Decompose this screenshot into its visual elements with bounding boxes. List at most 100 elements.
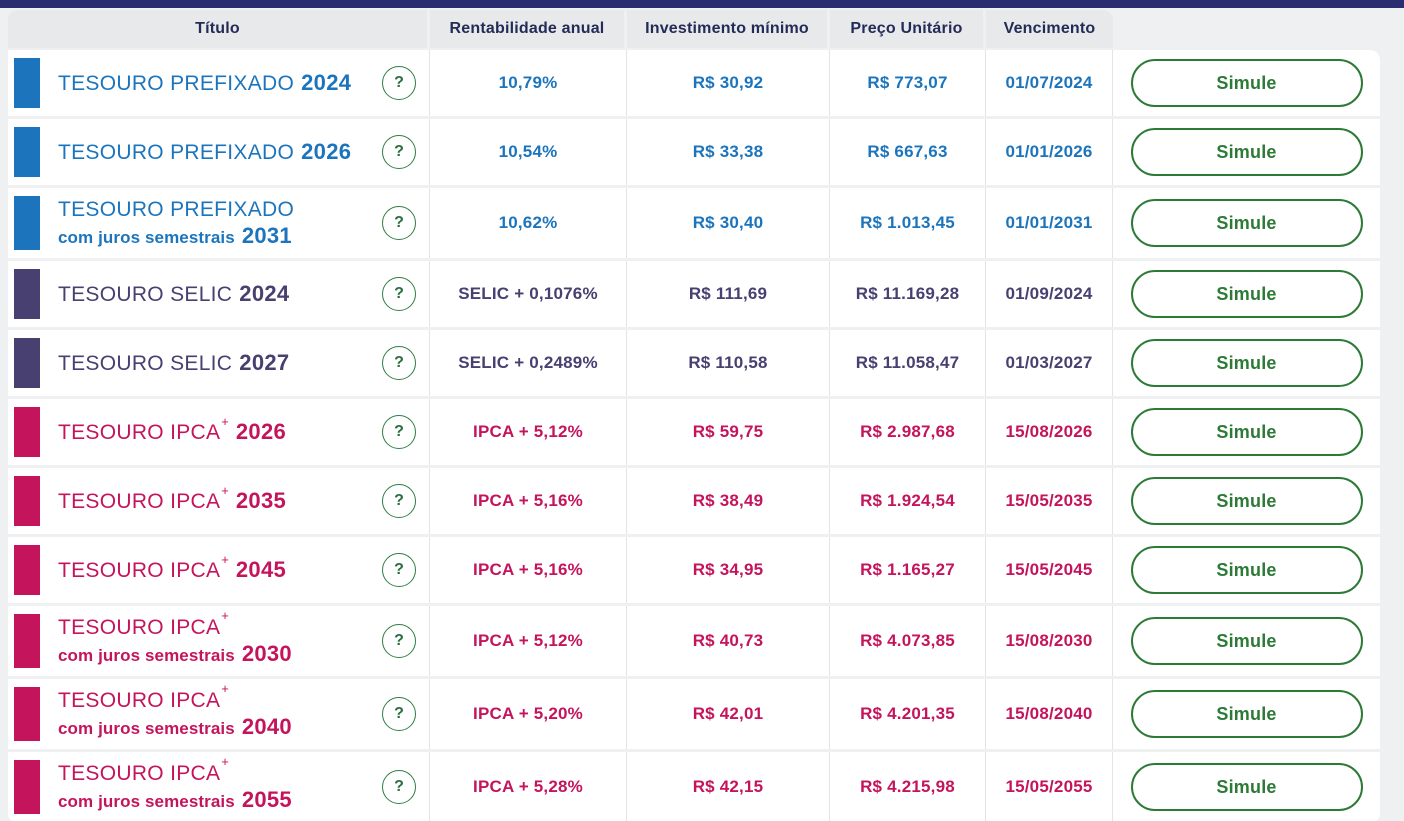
min-investment-cell: R$ 110,58 (627, 330, 830, 396)
rate-cell: 10,54% (430, 119, 627, 185)
simulate-button[interactable]: Simule (1130, 763, 1363, 811)
min-investment-cell: R$ 42,15 (627, 752, 830, 821)
table-row: TESOURO PREFIXADO com juros semestrais 20… (8, 188, 1380, 258)
simulate-button[interactable]: Simule (1130, 546, 1363, 594)
bond-year2: 2040 (241, 713, 292, 739)
unit-price-cell: R$ 11.058,47 (830, 330, 986, 396)
rate-cell: IPCA + 5,16% (430, 468, 627, 534)
title-cell: TESOURO IPCA+ com juros semestrais 2030 ? (8, 606, 430, 676)
bond-title: TESOURO PREFIXADO 2024 (58, 70, 351, 96)
bond-accent-bar (14, 614, 40, 668)
table-header: Título Rentabilidade anual Investimento … (8, 10, 1380, 48)
bond-year2: 2031 (241, 222, 292, 248)
bond-title-line2: com juros semestrais 2055 (58, 787, 292, 812)
simulate-button[interactable]: Simule (1130, 199, 1363, 247)
bond-title-line1: TESOURO PREFIXADO 2024 (58, 70, 351, 96)
help-icon[interactable]: ? (382, 277, 416, 311)
bond-name: TESOURO PREFIXADO (58, 71, 295, 95)
help-icon[interactable]: ? (382, 135, 416, 169)
question-mark-glyph: ? (394, 492, 404, 509)
maturity-cell: 15/05/2035 (986, 468, 1113, 534)
bond-accent-bar (14, 687, 40, 741)
bond-sup: + (221, 551, 229, 567)
bond-title: TESOURO SELIC 2024 (58, 281, 289, 307)
simulate-button[interactable]: Simule (1130, 270, 1363, 318)
maturity-cell: 15/08/2030 (986, 606, 1113, 676)
help-icon[interactable]: ? (382, 206, 416, 240)
simulate-button[interactable]: Simule (1130, 690, 1363, 738)
min-investment-cell: R$ 34,95 (627, 537, 830, 603)
bond-year: 2024 (239, 280, 290, 306)
action-cell: Simule (1113, 119, 1380, 185)
help-icon[interactable]: ? (382, 553, 416, 587)
bond-accent-bar (14, 545, 40, 595)
help-icon[interactable]: ? (382, 624, 416, 658)
bond-title: TESOURO PREFIXADO 2026 (58, 139, 351, 165)
question-mark-glyph: ? (394, 423, 404, 440)
unit-price-cell: R$ 4.201,35 (830, 679, 986, 749)
min-investment-cell: R$ 40,73 (627, 606, 830, 676)
bond-title: TESOURO PREFIXADO com juros semestrais 20… (58, 198, 294, 249)
table-row: TESOURO IPCA+ 2026 ? IPCA + 5,12% R$ 59,7… (8, 399, 1380, 465)
title-cell: TESOURO SELIC 2027 ? (8, 330, 430, 396)
bond-accent-bar (14, 760, 40, 814)
table-row: TESOURO PREFIXADO 2024 ? 10,79% R$ 30,92 … (8, 50, 1380, 116)
bond-title-line1: TESOURO SELIC 2027 (58, 350, 289, 376)
question-mark-glyph: ? (394, 632, 404, 649)
bond-title-line2: com juros semestrais 2031 (58, 223, 294, 248)
action-cell: Simule (1113, 606, 1380, 676)
bond-sup: + (221, 413, 229, 429)
action-cell: Simule (1113, 50, 1380, 116)
bond-year: 2026 (235, 418, 287, 444)
bond-name: TESOURO SELIC (58, 351, 233, 375)
maturity-cell: 01/03/2027 (986, 330, 1113, 396)
bond-title-line1: TESOURO IPCA+ 2035 (58, 483, 286, 514)
table-row: TESOURO SELIC 2027 ? SELIC + 0,2489% R$ 1… (8, 330, 1380, 396)
help-icon[interactable]: ? (382, 415, 416, 449)
simulate-button[interactable]: Simule (1130, 339, 1363, 387)
bond-accent-bar (14, 407, 40, 457)
simulate-button[interactable]: Simule (1130, 477, 1363, 525)
help-icon[interactable]: ? (382, 66, 416, 100)
bond-year: 2024 (301, 69, 352, 95)
question-mark-glyph: ? (394, 705, 404, 722)
min-investment-cell: R$ 33,38 (627, 119, 830, 185)
table-row: TESOURO IPCA+ 2045 ? IPCA + 5,16% R$ 34,9… (8, 537, 1380, 603)
unit-price-cell: R$ 4.073,85 (830, 606, 986, 676)
help-icon[interactable]: ? (382, 346, 416, 380)
bond-subtitle: com juros semestrais (58, 791, 235, 811)
action-cell: Simule (1113, 261, 1380, 327)
help-icon[interactable]: ? (382, 770, 416, 804)
min-investment-cell: R$ 111,69 (627, 261, 830, 327)
bond-title: TESOURO IPCA+ com juros semestrais 2055 (58, 754, 292, 813)
rate-cell: IPCA + 5,12% (430, 606, 627, 676)
bond-sup: + (221, 482, 229, 498)
rate-cell: SELIC + 0,1076% (430, 261, 627, 327)
simulate-button[interactable]: Simule (1130, 128, 1363, 176)
help-icon[interactable]: ? (382, 697, 416, 731)
help-icon[interactable]: ? (382, 484, 416, 518)
bond-title: TESOURO IPCA+ 2035 (58, 483, 286, 514)
rate-cell: IPCA + 5,20% (430, 679, 627, 749)
unit-price-cell: R$ 2.987,68 (830, 399, 986, 465)
title-cell: TESOURO PREFIXADO 2024 ? (8, 50, 430, 116)
bond-name: TESOURO IPCA (58, 688, 221, 712)
bond-accent-bar (14, 127, 40, 177)
header-vencimento: Vencimento (986, 10, 1113, 48)
simulate-button[interactable]: Simule (1130, 617, 1363, 665)
bond-title-line1: TESOURO IPCA+ (58, 608, 292, 640)
bond-year2: 2030 (241, 640, 292, 666)
title-cell: TESOURO IPCA+ 2026 ? (8, 399, 430, 465)
rate-cell: 10,79% (430, 50, 627, 116)
unit-price-cell: R$ 1.924,54 (830, 468, 986, 534)
bond-sup: + (221, 754, 229, 770)
simulate-button[interactable]: Simule (1130, 59, 1363, 107)
table-row: TESOURO SELIC 2024 ? SELIC + 0,1076% R$ 1… (8, 261, 1380, 327)
maturity-cell: 15/05/2055 (986, 752, 1113, 821)
question-mark-glyph: ? (394, 74, 404, 91)
bond-name: TESOURO SELIC (58, 282, 233, 306)
bond-title-line1: TESOURO PREFIXADO (58, 198, 294, 222)
simulate-button[interactable]: Simule (1130, 408, 1363, 456)
title-cell: TESOURO PREFIXADO com juros semestrais 20… (8, 188, 430, 258)
unit-price-cell: R$ 667,63 (830, 119, 986, 185)
